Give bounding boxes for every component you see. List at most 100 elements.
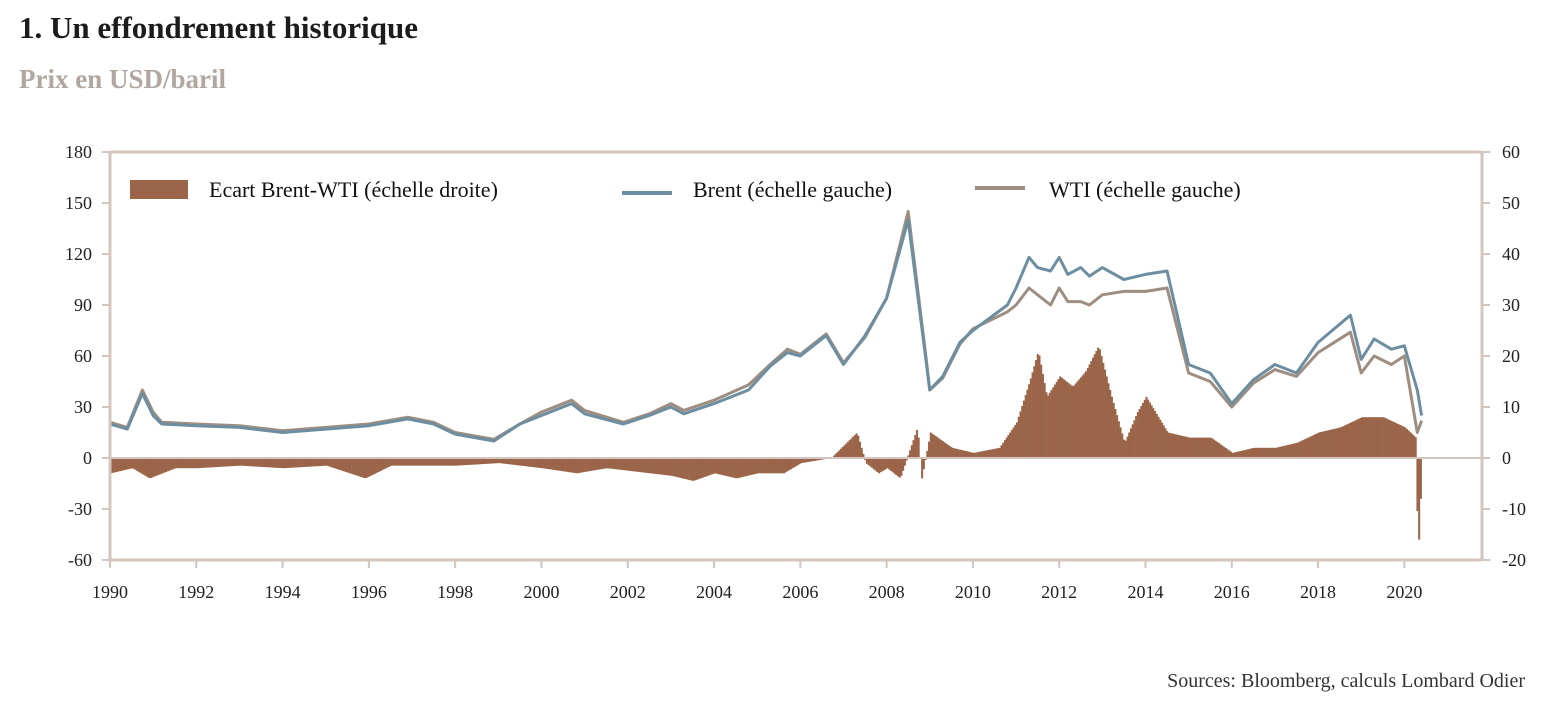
spread-bar [513,458,516,465]
spread-bar [113,458,116,473]
spread-bar [1145,396,1148,458]
spread-bar [456,458,459,466]
spread-bar [984,450,987,458]
spread-bar [424,458,427,466]
spread-bar [1138,409,1141,458]
spread-bar [689,458,692,481]
spread-bar [494,458,497,464]
spread-bar [406,458,409,466]
x-tick-label: 1996 [351,582,387,602]
left-tick-label: 0 [83,448,92,468]
spread-bar [458,458,461,466]
x-tick-label: 2008 [869,582,905,602]
spread-bar [1161,422,1164,458]
spread-bar [161,458,164,474]
spread-bar [539,458,542,468]
spread-bar [900,458,903,476]
spread-bar [588,458,591,472]
spread-bar [367,458,370,478]
spread-bar [1119,427,1122,458]
spread-bar [888,458,891,470]
spread-bar [638,458,641,472]
spread-bar [1095,350,1098,458]
spread-bar [1126,436,1129,458]
spread-bar [1362,417,1365,458]
spread-bar [1233,452,1236,458]
spread-bar [291,458,294,468]
spread-bar [1128,432,1131,458]
spread-bar [800,458,803,464]
spread-bar [529,458,532,467]
spread-bar [720,458,723,475]
spread-bar [712,458,715,474]
spread-bar [600,458,603,470]
spread-bar [1043,383,1046,458]
spread-bar [1273,447,1276,458]
spread-bar [788,458,791,471]
spread-bar [375,458,378,473]
spread-bar [355,458,358,476]
spread-bar [1264,447,1267,458]
spread-bar [481,458,484,465]
spread-bar [482,458,485,465]
spread-bar [116,458,119,472]
spread-bar [184,458,187,469]
spread-bar [323,458,327,466]
spread-bar [156,458,159,476]
spread-bar [246,458,249,467]
spread-bar [284,458,287,469]
spread-bar [1333,428,1336,458]
spread-bar [317,458,320,467]
spread-bar [1026,389,1029,458]
spread-bar [1375,417,1378,458]
left-axis-ticks: 180 150 120 90 60 30 0 -30 -60 [65,142,110,570]
spread-bar [382,458,385,470]
spread-bar [622,458,625,471]
spread-bar [1381,417,1384,458]
spread-bar [548,458,551,470]
spread-bar [213,458,216,468]
spread-bar [950,447,953,458]
spread-bar [957,449,960,458]
spread-bar [273,458,276,468]
spread-bar [662,458,665,475]
spread-bar [320,458,323,466]
spread-bar [425,458,428,466]
spread-bar [1143,399,1146,458]
spread-bar [434,458,437,466]
spread-bar [708,458,711,476]
spread-bar [620,458,623,470]
spread-bar [325,458,328,466]
spread-bar [648,458,651,474]
spread-bar [322,458,325,466]
spread-bar [646,458,649,473]
spread-bar [836,452,839,458]
spread-bar [1193,437,1196,458]
spread-bar [1110,396,1113,458]
spread-bar [947,444,950,458]
spread-bar [808,458,811,462]
spread-bar [677,458,680,478]
spread-bar [1010,429,1013,458]
spread-bar [405,458,408,466]
spread-bar [1221,445,1224,458]
spread-bar [905,458,908,461]
right-tick-label: -20 [1502,550,1526,570]
spread-bar [912,440,915,458]
spread-bar [686,458,689,480]
spread-bar [1254,447,1257,458]
spread-bar [206,458,209,468]
spread-bar [570,458,573,473]
spread-bar [310,458,313,467]
spread-bar [1393,422,1397,458]
spread-bar [1188,437,1191,458]
spread-bar [1418,458,1421,540]
spread-bar [1198,437,1201,458]
spread-bar [569,458,572,473]
right-tick-label: 40 [1502,244,1520,264]
spread-bar [1178,435,1181,458]
spread-bar [520,458,523,466]
spread-bar [767,458,770,474]
spread-bar [698,458,701,479]
spread-bar [275,458,278,468]
